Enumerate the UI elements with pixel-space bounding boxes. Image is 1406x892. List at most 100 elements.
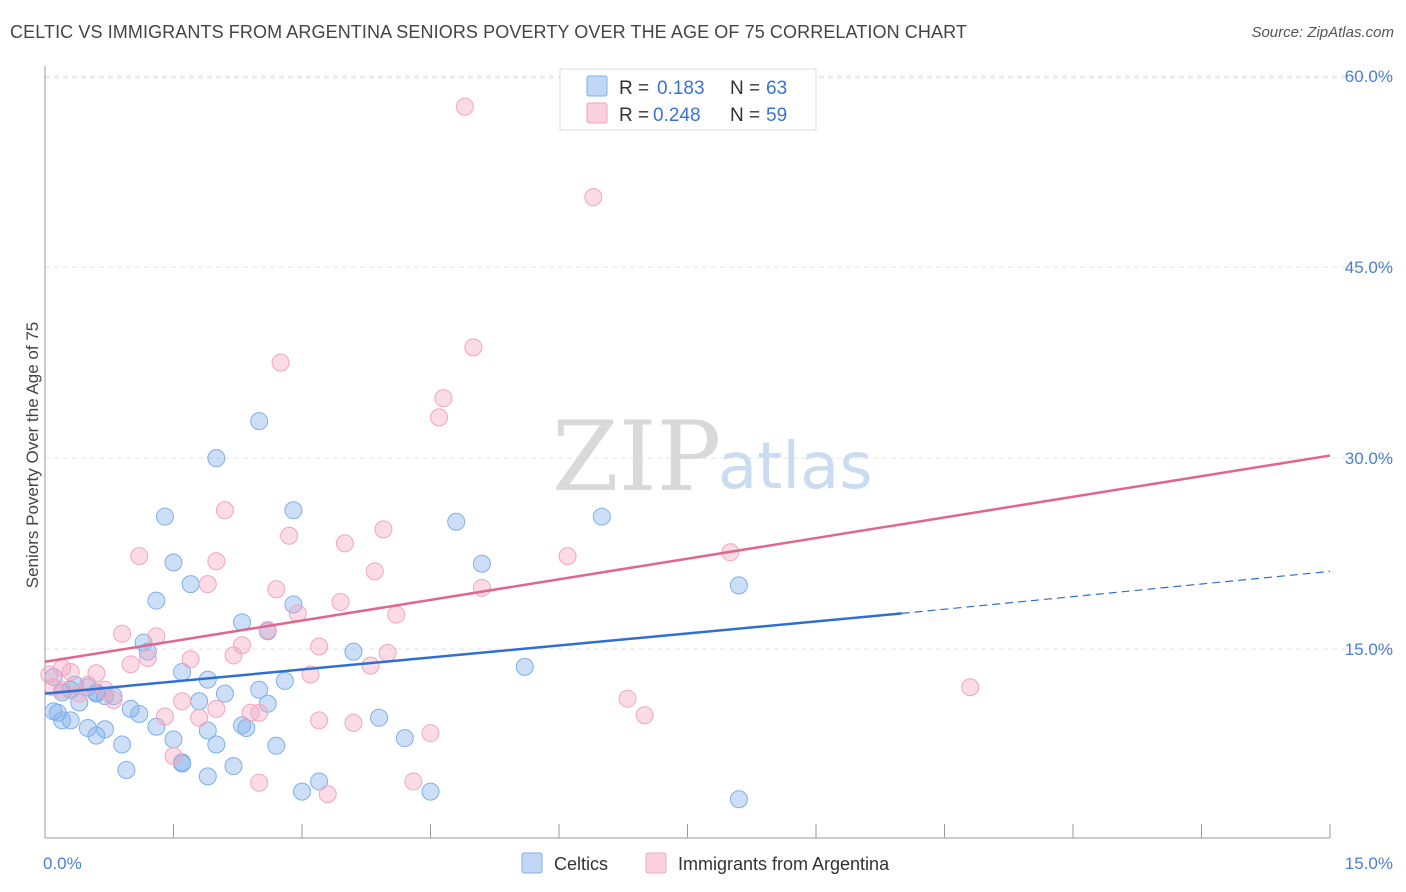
argentina-point-21	[207, 552, 226, 571]
celtics-point-16	[130, 704, 149, 723]
celtics-point-27	[190, 692, 209, 711]
argentina-point-23	[215, 501, 234, 520]
argentina-point-4	[61, 662, 80, 681]
celtics-point-19	[147, 591, 166, 610]
grid-lines	[45, 75, 1392, 650]
legend-swatch-argentina	[586, 102, 608, 124]
argentina-point-36	[310, 711, 329, 730]
argentina-point-39	[335, 534, 354, 553]
legend-r-label-2: R =	[619, 105, 649, 126]
legend-n-label-2: N =	[730, 105, 760, 126]
legend: R = 0.183 N = 63 R = 0.248 N = 59	[559, 68, 817, 131]
argentina-point-22	[207, 699, 226, 718]
celtics-trend-line	[44, 612, 902, 695]
y-tick-label-1: 30.0%	[1345, 449, 1393, 468]
celtics-point-51	[421, 782, 440, 801]
x-tick-labels: 0.0% 15.0%	[43, 854, 1393, 873]
celtics-point-58	[48, 703, 67, 722]
argentina-point-41	[361, 656, 380, 675]
celtics-point-30	[198, 767, 217, 786]
argentina-point-58	[961, 678, 980, 697]
argentina-point-3	[53, 680, 72, 699]
argentina-point-45	[387, 605, 406, 624]
argentina-point-12	[130, 547, 149, 566]
bottom-legend-argentina: Immigrants from Argentina	[678, 854, 890, 874]
celtics-point-57	[729, 576, 748, 595]
celtics-point-26	[181, 575, 200, 594]
celtics-point-34	[224, 757, 243, 776]
legend-n-value-2: 59	[766, 105, 787, 126]
argentina-point-54	[584, 188, 603, 207]
argentina-point-44	[378, 643, 397, 662]
celtics-point-23	[164, 730, 183, 749]
argentina-point-16	[164, 746, 183, 765]
argentina-point-37	[318, 785, 337, 804]
argentina-point-32	[280, 526, 299, 545]
celtics-point-44	[284, 595, 303, 614]
legend-n-label-1: N =	[730, 78, 760, 99]
argentina-point-52	[472, 578, 491, 597]
argentina-point-48	[430, 408, 449, 427]
argentina-trend-line	[44, 454, 1331, 664]
argentina-point-35	[310, 637, 329, 656]
argentina-point-53	[558, 547, 577, 566]
celtics-point-48	[344, 642, 363, 661]
celtics-point-60	[117, 760, 136, 779]
celtics-point-53	[472, 554, 491, 573]
celtics-point-22	[164, 553, 183, 572]
bottom-legend-swatch-celtics	[521, 852, 543, 874]
celtics-point-37	[237, 718, 256, 737]
argentina-point-28	[250, 773, 269, 792]
y-tick-labels: 15.0% 30.0% 45.0% 60.0%	[1345, 67, 1393, 659]
bottom-legend: Celtics Immigrants from Argentina	[521, 852, 890, 874]
argentina-point-20	[198, 575, 217, 594]
celtics-point-38	[250, 680, 269, 699]
argentina-point-10	[113, 624, 132, 643]
watermark-zip: ZIP	[552, 401, 721, 513]
argentina-point-19	[190, 708, 209, 727]
celtics-point-55	[592, 507, 611, 526]
celtics-point-14	[113, 735, 132, 754]
argentina-point-51	[464, 338, 483, 357]
celtics-trend-extension	[901, 570, 1331, 615]
celtics-point-21	[155, 507, 174, 526]
argentina-point-47	[421, 724, 440, 743]
argentina-point-42	[365, 562, 384, 581]
argentina-point-40	[344, 713, 363, 732]
celtics-point-18	[138, 642, 157, 661]
argentina-point-55	[618, 689, 637, 708]
argentina-point-13	[138, 648, 157, 667]
y-axis-label: Seniors Poverty Over the Age of 75	[23, 322, 42, 588]
argentina-point-31	[271, 353, 290, 372]
legend-r-value-1: 0.183	[657, 78, 705, 99]
celtics-point-42	[267, 736, 286, 755]
celtics-point-15	[121, 699, 140, 718]
celtics-point-45	[284, 501, 303, 520]
argentina-point-17	[173, 692, 192, 711]
celtics-point-11	[95, 720, 114, 739]
x-tick-label-0: 0.0%	[43, 854, 82, 873]
legend-n-value-1: 63	[766, 78, 787, 99]
celtics-point-43	[275, 671, 294, 690]
celtics-point-29	[198, 721, 217, 740]
celtics-point-56	[729, 790, 748, 809]
watermark-atlas: atlas	[718, 430, 873, 504]
source-label: Source: ZipAtlas.com	[1251, 24, 1394, 41]
chart-title: CELTIC VS IMMIGRANTS FROM ARGENTINA SENI…	[10, 22, 967, 42]
argentina-point-11	[121, 655, 140, 674]
celtics-point-52	[447, 512, 466, 531]
argentina-point-15	[155, 707, 174, 726]
argentina-point-9	[104, 690, 123, 709]
watermark: ZIP atlas	[552, 401, 873, 513]
y-tick-label-2: 45.0%	[1345, 258, 1393, 277]
bottom-legend-celtics: Celtics	[554, 854, 608, 874]
celtics-point-32	[207, 735, 226, 754]
celtics-point-33	[215, 684, 234, 703]
argentina-point-49	[434, 389, 453, 408]
argentina-point-7	[87, 664, 106, 683]
argentina-point-27	[250, 703, 269, 722]
celtics-point-31	[207, 449, 226, 468]
argentina-point-46	[404, 772, 423, 791]
legend-swatch-celtics	[586, 75, 608, 97]
